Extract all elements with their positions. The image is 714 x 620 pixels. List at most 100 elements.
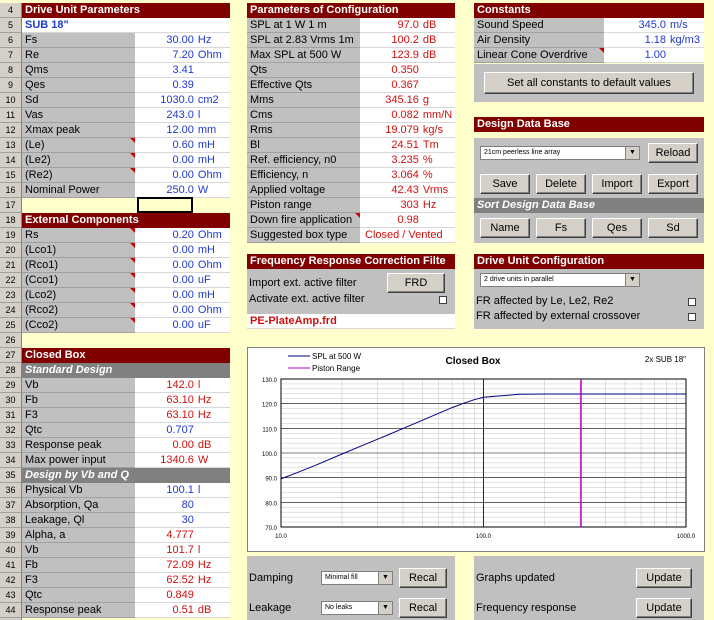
config-param-value[interactable]: 24.51 Tm — [360, 138, 455, 153]
closed-std-label: Max power input — [22, 453, 135, 468]
ext-component-value[interactable]: 0.20 Ohm — [135, 228, 230, 243]
drive-param-value[interactable]: 0.00 Ohm — [135, 168, 230, 183]
ext-component-value[interactable]: 0.00 mH — [135, 288, 230, 303]
closed-box-chart: 130.0 120.0 110.0 100.0 90.0 80.0 70.0 10.0 100.… — [262, 352, 696, 540]
box-type-value[interactable]: Closed / Vented — [360, 228, 455, 243]
ext-component-value[interactable]: 0.00 Ohm — [135, 303, 230, 318]
ext-component-value[interactable]: 0.00 mH — [135, 243, 230, 258]
config-param-value[interactable]: 345.16 g — [360, 93, 455, 108]
update-fresp-button[interactable]: Update — [636, 598, 692, 618]
drive-param-value[interactable]: 250.0 W — [135, 183, 230, 198]
config-param-number: 0.98 — [397, 214, 419, 226]
config-param-value[interactable]: 0.350 — [360, 63, 455, 78]
constant-value[interactable]: 1.00 — [604, 48, 704, 63]
config-param-unit: Tm — [422, 139, 439, 151]
drive-unit-name[interactable]: SUB 18" — [22, 18, 230, 33]
closed-std-value[interactable]: 0.00 dB — [135, 438, 230, 453]
export-button[interactable]: Export — [648, 174, 698, 194]
drive-param-value[interactable]: 243.0 l — [135, 108, 230, 123]
constants-button-panel: Set all constants to default values — [474, 64, 704, 102]
damping-select[interactable]: Minimal fill ▼ — [321, 571, 393, 585]
row-number: 12 — [0, 123, 22, 138]
chevron-down-icon[interactable]: ▼ — [378, 602, 392, 614]
drive-param-value[interactable]: 30.00 Hz — [135, 33, 230, 48]
fr-le-checkbox[interactable] — [688, 298, 696, 306]
config-param-value[interactable]: 0.082 mm/N — [360, 108, 455, 123]
ext-component-value[interactable]: 0.00 uF — [135, 318, 230, 333]
chevron-down-icon[interactable]: ▼ — [625, 147, 639, 159]
chevron-down-icon[interactable]: ▼ — [378, 572, 392, 584]
config-param-label: Bl — [247, 138, 360, 153]
drive-param-value[interactable]: 1030.0 cm2 — [135, 93, 230, 108]
chevron-down-icon[interactable]: ▼ — [625, 274, 639, 286]
drive-param-value[interactable]: 3.41 — [135, 63, 230, 78]
sort-name-button[interactable]: Name — [480, 218, 530, 238]
frd-button[interactable]: FRD — [387, 273, 445, 293]
ext-component-value[interactable]: 0.00 uF — [135, 273, 230, 288]
drive-param-value[interactable]: 0.39 — [135, 78, 230, 93]
constant-unit: kg/m3 — [670, 34, 700, 46]
fr-xo-checkbox[interactable] — [688, 313, 696, 321]
recal-damping-button[interactable]: Recal — [399, 568, 447, 588]
closed-vb-value[interactable]: 0.51 dB — [135, 603, 230, 618]
drive-param-value[interactable]: 12.00 mm — [135, 123, 230, 138]
config-param-value[interactable]: 3.064% — [360, 168, 455, 183]
config-param-value[interactable]: 97.0 dB — [360, 18, 455, 33]
sort-fs-button[interactable]: Fs — [536, 218, 586, 238]
closed-std-value[interactable]: 1340.6 W — [135, 453, 230, 468]
ext-component-value[interactable]: 0.00 Ohm — [135, 258, 230, 273]
config-param-value[interactable]: 42.43 Vrms — [360, 183, 455, 198]
drive-param-value[interactable]: 0.00 mH — [135, 153, 230, 168]
config-param-value[interactable]: 3.235% — [360, 153, 455, 168]
closed-std-value[interactable]: 0.707 — [135, 423, 230, 438]
row-number: 13 — [0, 138, 22, 153]
row-number: 4 — [0, 3, 22, 18]
row-number: 16 — [0, 183, 22, 198]
closed-vb-value[interactable]: 30 — [135, 513, 230, 528]
config-param-value[interactable]: 123.9 dB — [360, 48, 455, 63]
config-param-value[interactable]: 100.2 dB — [360, 33, 455, 48]
reload-button[interactable]: Reload — [648, 143, 698, 163]
sort-sd-button[interactable]: Sd — [648, 218, 698, 238]
closed-vb-value[interactable]: 4.777 — [135, 528, 230, 543]
leakage-select[interactable]: No leaks ▼ — [321, 601, 393, 615]
drive-param-label: Fs — [22, 33, 135, 48]
closed-vb-value[interactable]: 100.1 l — [135, 483, 230, 498]
closed-std-value[interactable]: 142.0 l — [135, 378, 230, 393]
update-graphs-button[interactable]: Update — [636, 568, 692, 588]
closed-vb-unit: l — [197, 484, 201, 496]
recal-leakage-button[interactable]: Recal — [399, 598, 447, 618]
drive-param-value[interactable]: 0.60 mH — [135, 138, 230, 153]
constant-value[interactable]: 345.0 m/s — [604, 18, 704, 33]
closed-std-value[interactable]: 63.10 Hz — [135, 393, 230, 408]
closed-vb-value[interactable]: 0.849 — [135, 588, 230, 603]
closed-vb-value[interactable]: 72.09 Hz — [135, 558, 230, 573]
design-db-select[interactable]: 21cm peerless line array ▼ — [480, 146, 640, 160]
closed-vb-value[interactable]: 62.52 Hz — [135, 573, 230, 588]
drive-param-value[interactable]: 7.20 Ohm — [135, 48, 230, 63]
constant-label: Linear Cone Overdrive — [474, 48, 604, 63]
config-param-value[interactable]: 0.98 — [360, 213, 455, 228]
activate-filter-checkbox[interactable] — [439, 296, 447, 304]
closed-std-value[interactable]: 63.10 Hz — [135, 408, 230, 423]
constant-value[interactable]: 1.18 kg/m3 — [604, 33, 704, 48]
closed-vb-value[interactable]: 101.7 l — [135, 543, 230, 558]
filter-file-name: PE-PlateAmp.frd — [247, 314, 455, 329]
sort-qes-button[interactable]: Qes — [592, 218, 642, 238]
config-param-value[interactable]: 303 Hz — [360, 198, 455, 213]
fr-xo-label: FR affected by external crossover — [476, 310, 641, 322]
reset-constants-button[interactable]: Set all constants to default values — [484, 72, 694, 94]
leakage-label: Leakage — [249, 602, 292, 614]
config-param-label: SPL at 2.83 Vrms 1m — [247, 33, 360, 48]
delete-button[interactable]: Delete — [536, 174, 586, 194]
constant-unit — [666, 49, 670, 61]
import-button[interactable]: Import — [592, 174, 642, 194]
selected-cell[interactable] — [137, 197, 193, 213]
config-param-value[interactable]: 19.079 kg/s — [360, 123, 455, 138]
closed-vb-value[interactable]: 80 — [135, 498, 230, 513]
save-button[interactable]: Save — [480, 174, 530, 194]
ext-component-number: 0.00 — [172, 274, 194, 286]
sort-db-header: Sort Design Data Base — [474, 198, 704, 213]
config-param-value[interactable]: 0.367 — [360, 78, 455, 93]
drive-config-select[interactable]: 2 drive units in parallel ▼ — [480, 273, 640, 287]
